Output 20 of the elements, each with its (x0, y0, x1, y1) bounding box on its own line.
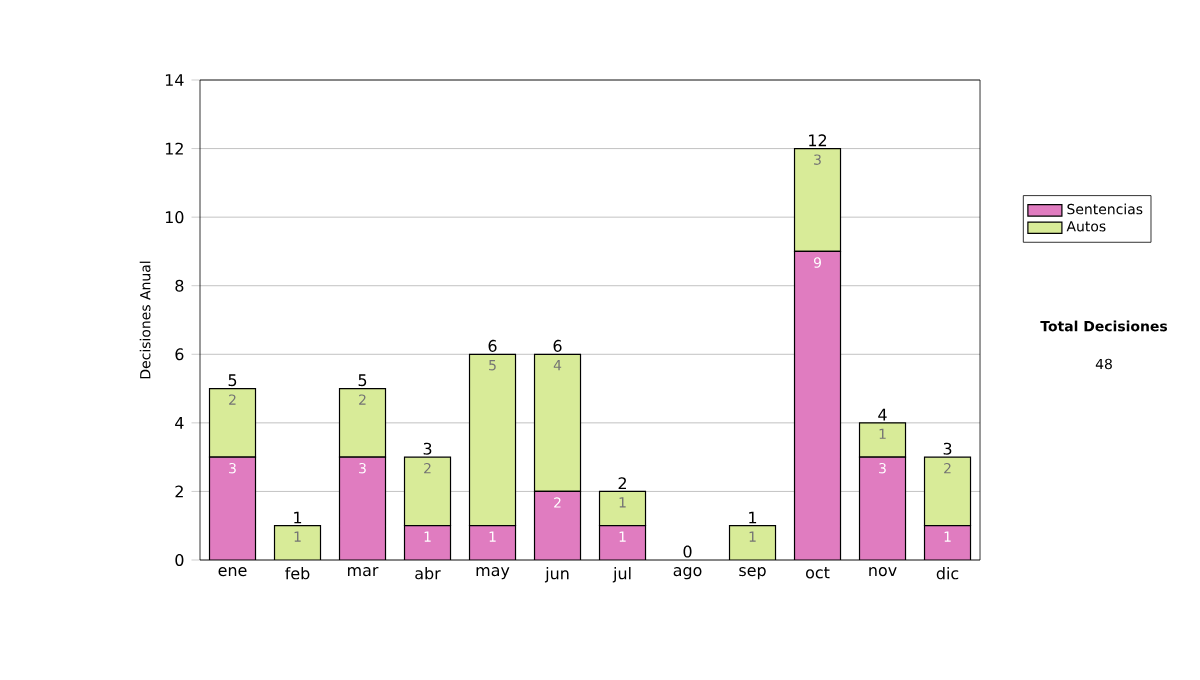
bar (793, 147, 842, 253)
bar (923, 525, 972, 560)
bar (858, 456, 907, 560)
bar (338, 387, 387, 458)
bar (858, 422, 907, 458)
bar (728, 525, 777, 560)
bar (274, 525, 321, 560)
bar (208, 387, 257, 458)
bar (534, 491, 581, 560)
bar (533, 353, 582, 493)
bar (209, 457, 256, 560)
bar (468, 353, 517, 527)
bar (404, 525, 451, 560)
bar (403, 456, 452, 527)
bar (339, 457, 386, 560)
bar (793, 250, 842, 560)
bar (923, 456, 972, 527)
bar (469, 525, 516, 560)
bar (598, 490, 647, 527)
bar (599, 525, 646, 560)
